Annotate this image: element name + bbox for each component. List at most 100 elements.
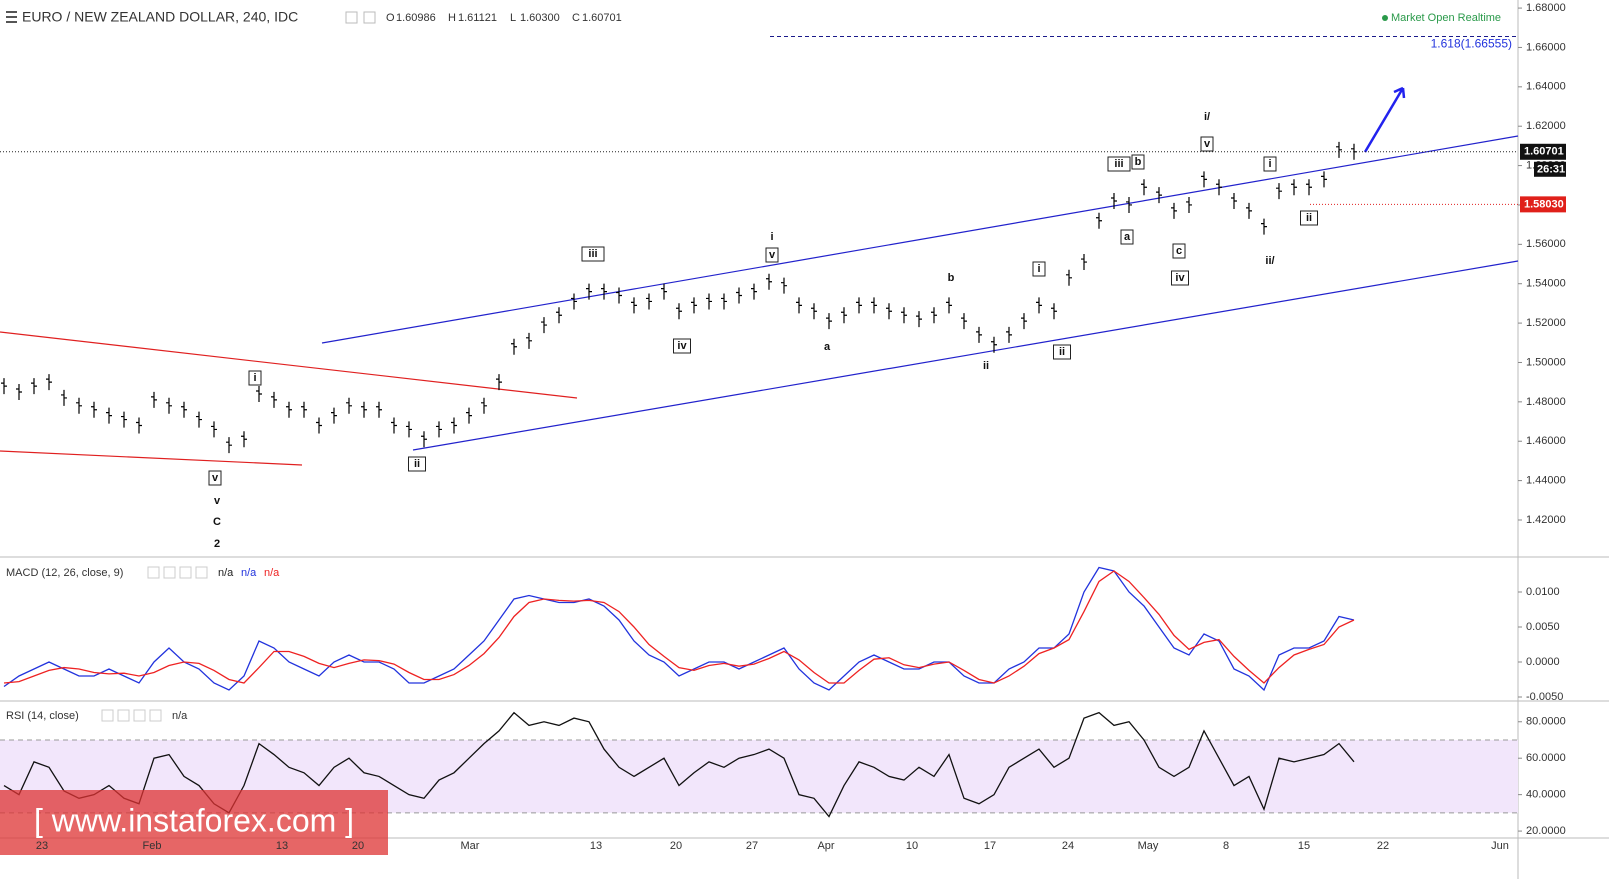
ohlc-value: 1.60300 <box>520 12 560 24</box>
price-bar <box>1066 269 1072 286</box>
icon[interactable] <box>195 566 208 579</box>
indicator-line <box>3 570 1355 684</box>
price-bar <box>346 397 352 414</box>
price-bar <box>286 401 292 418</box>
y-tick-label: 0.0000 <box>1526 656 1560 668</box>
wave-box <box>408 456 426 472</box>
chart-title: EURO / NEW ZEALAND DOLLAR, 240, IDC <box>22 9 298 25</box>
price-bar <box>1096 212 1102 229</box>
price-bar <box>946 297 952 314</box>
icon[interactable] <box>179 566 192 579</box>
y-tick-label: -0.0050 <box>1526 691 1563 703</box>
y-tick-label: 20.0000 <box>1526 825 1566 837</box>
wave-label: v <box>769 249 776 261</box>
price-bar <box>466 407 472 424</box>
wave-label: iv <box>1175 272 1185 284</box>
channel-upper <box>321 135 1519 344</box>
price-bar <box>136 417 142 434</box>
price-bar <box>76 397 82 414</box>
icon[interactable] <box>363 11 376 24</box>
price-bar <box>841 307 847 324</box>
price-bar <box>736 287 742 304</box>
price-bar <box>991 336 997 353</box>
price-bar <box>781 277 787 294</box>
menu-icon <box>6 21 17 23</box>
pane-title: RSI (14, close) <box>6 710 79 722</box>
x-tick-label: 23 <box>36 840 48 852</box>
x-tick-label: Mar <box>461 840 480 852</box>
channel-lower <box>412 260 1519 451</box>
price-bar <box>661 283 667 300</box>
price-bar <box>406 421 412 438</box>
x-tick-label: Jun <box>1491 840 1509 852</box>
price-bar <box>1216 179 1222 196</box>
price-bar <box>16 384 22 401</box>
x-tick-label: Apr <box>817 840 834 852</box>
wave-box <box>1263 156 1277 172</box>
y-tick-label: 1.44000 <box>1526 475 1566 487</box>
wave-label: ii <box>983 360 989 372</box>
x-tick-label: 24 <box>1062 840 1074 852</box>
watermark: [ www.instaforex.com ] <box>34 802 354 838</box>
price-bar <box>1261 218 1267 235</box>
wave-label: i <box>770 231 773 243</box>
price-bar <box>331 407 337 424</box>
price-bar <box>826 313 832 330</box>
y-tick-label: 1.54000 <box>1526 278 1566 290</box>
price-bar <box>706 293 712 310</box>
price-bar <box>571 293 577 310</box>
y-tick-label: 0.0050 <box>1526 621 1560 633</box>
projection-arrow <box>1363 86 1406 153</box>
pane-status: n/a <box>218 567 234 579</box>
icon[interactable] <box>101 709 114 722</box>
icon[interactable] <box>147 566 160 579</box>
price-bar <box>676 303 682 320</box>
x-tick-label: 13 <box>590 840 602 852</box>
icon[interactable] <box>117 709 130 722</box>
wave-box <box>248 370 262 386</box>
wave-box <box>1171 270 1189 286</box>
price-bar <box>1306 179 1312 196</box>
ohlc-value: L <box>510 12 516 24</box>
pane-status: n/a <box>172 710 188 722</box>
x-tick-label: 13 <box>276 840 288 852</box>
y-tick-label: 1.42000 <box>1526 514 1566 526</box>
price-bar <box>961 313 967 330</box>
wave-label: iii <box>1114 158 1123 170</box>
price-bar <box>811 303 817 320</box>
wave-label: a <box>1124 231 1131 243</box>
status-dot <box>1382 15 1388 21</box>
x-tick-label: Feb <box>143 840 162 852</box>
icon[interactable] <box>163 566 176 579</box>
watermark-box <box>0 790 388 855</box>
wave-label: iii <box>588 248 597 260</box>
price-bar <box>541 317 547 334</box>
price-bar <box>196 411 202 428</box>
price-bar <box>916 311 922 328</box>
price-bar <box>1 378 7 395</box>
wave-box <box>1032 261 1046 277</box>
price-bar <box>631 297 637 314</box>
y-tick-label: 80.0000 <box>1526 716 1566 728</box>
price-bar <box>1201 171 1207 188</box>
price-bar <box>301 401 307 418</box>
price-bar <box>271 391 277 408</box>
price-bar <box>166 397 172 414</box>
price-bar <box>1111 193 1117 210</box>
icon[interactable] <box>149 709 162 722</box>
price-bar <box>1186 196 1192 213</box>
price-bar <box>796 297 802 314</box>
icon[interactable] <box>345 11 358 24</box>
wave-label: v <box>214 495 221 507</box>
price-bar <box>1276 183 1282 200</box>
price-bar <box>721 293 727 310</box>
fib-label: 1.618(1.66555) <box>1431 37 1512 51</box>
price-bar <box>1021 313 1027 330</box>
price-bar <box>481 397 487 414</box>
pane-status: n/a <box>241 567 257 579</box>
wave-label: c <box>1176 245 1182 257</box>
price-bar <box>751 283 757 300</box>
icon[interactable] <box>133 709 146 722</box>
y-tick-label: 60.0000 <box>1526 752 1566 764</box>
y-tick-label: 1.64000 <box>1526 81 1566 93</box>
